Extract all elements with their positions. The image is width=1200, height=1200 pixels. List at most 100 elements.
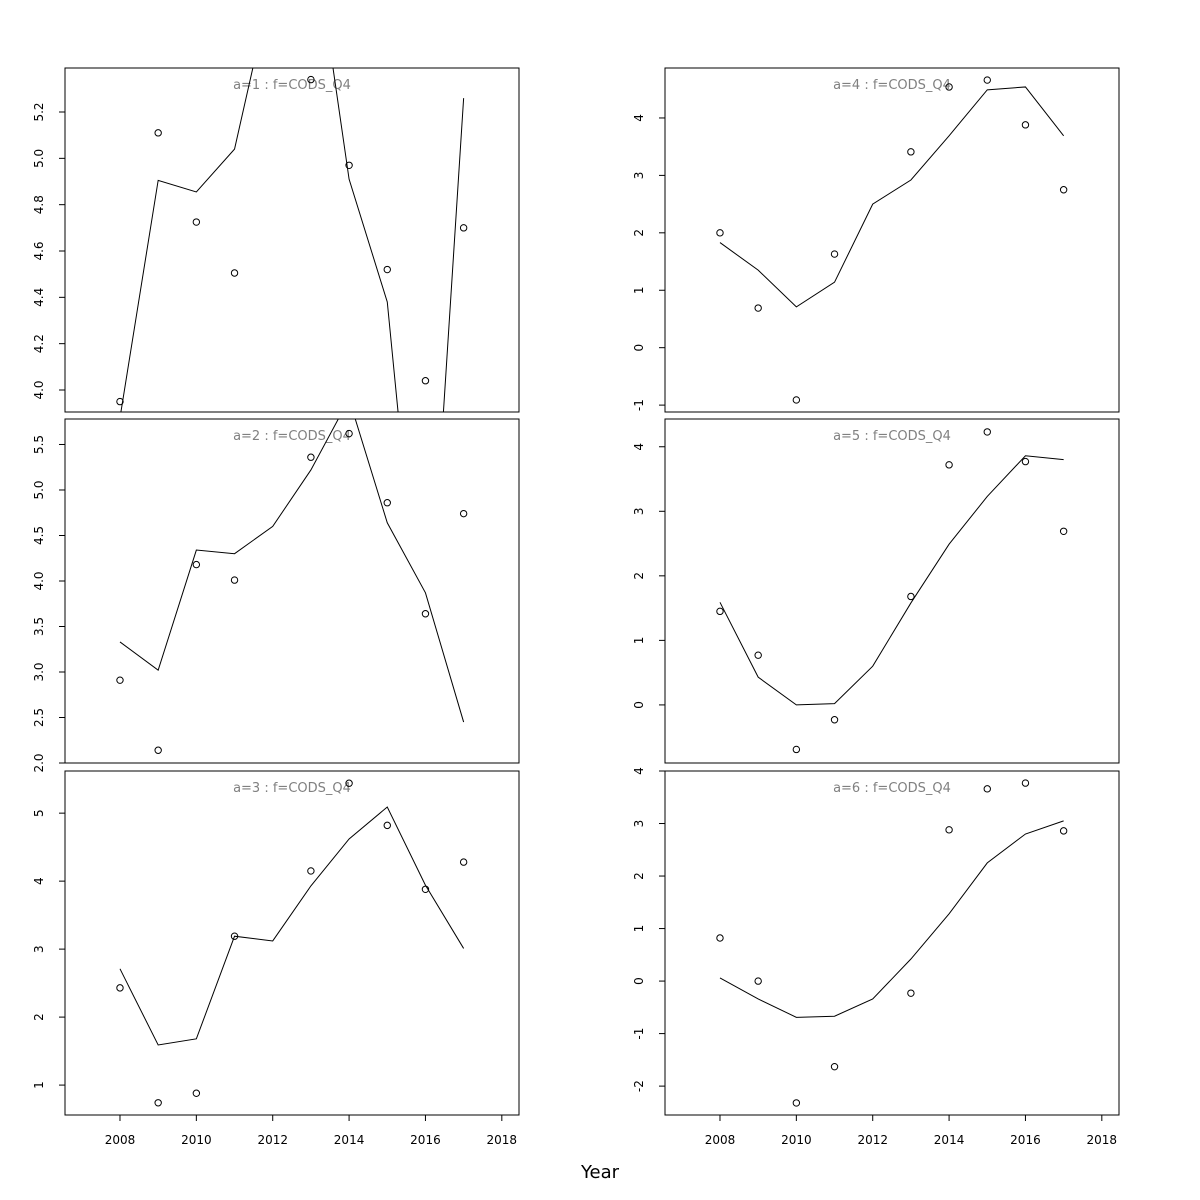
data-point [945,461,953,469]
y-tick-label: 4 [632,767,646,775]
data-point [154,1099,162,1107]
panel-frame [64,418,520,764]
data-point [421,377,430,385]
x-tick-label: 2014 [334,1133,365,1147]
y-tick-label: 2 [632,872,646,880]
plot-area [716,779,1068,1107]
y-tick-label: 4 [632,114,646,122]
data-point [192,1089,201,1097]
y-tick-label: 4.4 [32,288,46,307]
x-tick-label: 2010 [181,1133,212,1147]
x-axis-label: Year [580,1162,620,1183]
data-point [1021,457,1030,466]
data-point [830,1062,839,1071]
y-tick-label: 1 [632,925,646,933]
y-tick-label: 4.8 [32,195,46,214]
data-point [116,984,124,992]
x-tick-label: 2018 [487,1133,518,1147]
fit-line [120,68,465,412]
data-point [192,560,201,569]
data-point [830,716,839,724]
plot-area [116,779,468,1107]
data-point [907,592,915,601]
panel-title: a=2 : f=CODS_Q4 [233,429,351,444]
plot-area [116,68,468,412]
y-tick-label: 2 [632,572,646,580]
y-tick-label: 4 [632,443,646,451]
data-point [154,129,162,137]
data-point [754,651,762,659]
y-tick-label: 4.6 [32,241,46,260]
y-tick-label: 5.5 [32,435,46,454]
plot-area [116,419,468,754]
data-point [830,250,839,258]
data-point [1021,779,1030,787]
data-point [945,83,953,91]
data-point [459,224,468,232]
y-tick-label: 3.5 [32,617,46,636]
data-point [345,429,353,438]
data-point [1059,527,1068,536]
data-point [230,269,239,277]
y-tick-label: 5.0 [32,149,46,168]
y-tick-label: 1 [32,1081,46,1089]
data-point [383,821,391,830]
x-tick-label: 2008 [705,1133,736,1147]
x-tick-label: 2016 [1010,1133,1041,1147]
y-tick-label: 5.2 [32,102,46,121]
data-point [459,509,468,518]
x-tick-label: 2008 [105,1133,136,1147]
panel-frame [664,67,1120,413]
data-point [792,1099,801,1107]
y-tick-label: 2 [32,1013,46,1021]
data-point [792,396,801,404]
data-point [345,161,353,169]
fit-line [719,86,1065,308]
data-point [716,607,724,616]
y-tick-label: 3 [632,507,646,515]
y-tick-label: 1 [632,637,646,645]
y-tick-label: -1 [632,399,646,411]
plot-area [716,76,1068,404]
data-point [983,785,991,793]
y-tick-label: 0 [632,344,646,352]
y-tick-label: 4.2 [32,334,46,353]
y-tick-label: 0 [632,977,646,985]
data-point [907,989,915,997]
y-tick-label: 5.0 [32,480,46,499]
data-point [792,745,801,754]
data-point [230,576,239,584]
y-tick-label: 3 [32,945,46,953]
panel-title: a=1 : f=CODS_Q4 [233,78,351,93]
fit-line [719,820,1064,1018]
x-tick-label: 2012 [857,1133,888,1147]
data-point [307,75,315,84]
y-tick-label: 3 [632,820,646,828]
panel-title: a=4 : f=CODS_Q4 [833,78,951,93]
data-point [383,499,391,507]
x-tick-label: 2012 [257,1133,288,1147]
y-tick-label: 3 [632,172,646,180]
y-tick-label: 4.5 [32,526,46,545]
y-tick-label: 4 [32,877,46,885]
data-point [716,934,724,942]
data-point [983,76,991,84]
y-tick-label: -2 [632,1080,646,1092]
y-tick-label: 0 [632,701,646,709]
data-point [983,428,991,436]
panel-title: a=3 : f=CODS_Q4 [233,781,351,796]
data-point [421,610,430,618]
data-point [116,676,124,684]
x-tick-label: 2010 [781,1133,812,1147]
x-tick-label: 2014 [934,1133,965,1147]
panel-title: a=5 : f=CODS_Q4 [833,429,951,444]
data-point [754,304,762,312]
fit-line [119,806,465,1046]
y-tick-label: 4.0 [32,571,46,590]
data-point [716,229,724,237]
panel-frame [664,418,1120,764]
data-point [307,867,315,875]
x-tick-label: 2016 [410,1133,441,1147]
fit-line [719,455,1064,706]
